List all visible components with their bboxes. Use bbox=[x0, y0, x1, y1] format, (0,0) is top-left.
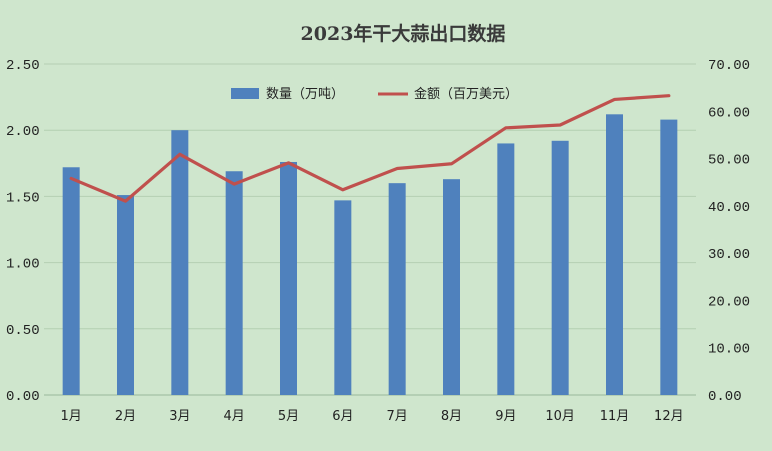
x-axis-tick-label: 2月 bbox=[115, 409, 136, 424]
right-axis-tick-label: 70.00 bbox=[708, 58, 750, 74]
x-axis-tick-label: 10月 bbox=[545, 409, 575, 424]
x-axis-tick-label: 3月 bbox=[169, 409, 190, 424]
legend-label-amount: 金额（百万美元） bbox=[414, 86, 518, 102]
right-axis-tick-label: 40.00 bbox=[708, 200, 750, 216]
bar bbox=[62, 167, 80, 395]
bar bbox=[497, 143, 515, 395]
x-axis-tick-label: 8月 bbox=[441, 409, 462, 424]
right-axis-tick-label: 0.00 bbox=[708, 389, 742, 405]
bar bbox=[660, 119, 678, 395]
bar bbox=[388, 183, 406, 395]
bar-series bbox=[62, 114, 678, 395]
left-axis-tick-label: 1.00 bbox=[6, 257, 40, 273]
left-axis-ticks: 0.00 0.50 1.00 1.50 2.00 2.50 bbox=[6, 58, 40, 405]
bar bbox=[606, 114, 623, 395]
left-axis-tick-label: 2.00 bbox=[6, 124, 40, 140]
line-series bbox=[69, 94, 671, 203]
right-axis-ticks: 0.00 10.00 20.00 30.00 40.00 50.00 60.00 70.00 bbox=[708, 58, 750, 405]
x-axis-tick-label: 9月 bbox=[495, 409, 516, 424]
x-axis-tick-label: 4月 bbox=[224, 409, 245, 424]
x-axis-tick-label: 6月 bbox=[332, 409, 353, 424]
right-axis-tick-label: 60.00 bbox=[708, 105, 750, 121]
legend-label-quantity: 数量（万吨） bbox=[266, 87, 344, 102]
left-axis-tick-label: 1.50 bbox=[6, 190, 40, 206]
left-axis-tick-label: 0.00 bbox=[6, 389, 40, 405]
right-axis-tick-label: 10.00 bbox=[708, 342, 750, 358]
legend: 数量（万吨） 金额（百万美元） bbox=[231, 86, 518, 102]
right-axis-tick-label: 20.00 bbox=[708, 294, 750, 310]
x-axis-ticks: 1月 2月 3月 4月 5月 6月 7月 8月 9月 10月 11月 12月 bbox=[61, 409, 684, 424]
right-axis-tick-label: 30.00 bbox=[708, 247, 750, 263]
x-axis-tick-label: 11月 bbox=[600, 409, 630, 424]
grid-lines bbox=[44, 63, 696, 396]
left-axis-tick-label: 0.50 bbox=[6, 323, 40, 339]
x-axis-tick-label: 7月 bbox=[387, 409, 408, 424]
x-axis-tick-label: 5月 bbox=[278, 409, 299, 424]
bar bbox=[443, 179, 460, 395]
chart-title: 2023年干大蒜出口数据 bbox=[301, 22, 506, 45]
line-path bbox=[69, 94, 671, 203]
left-axis-tick-label: 2.50 bbox=[6, 58, 40, 74]
right-axis-tick-label: 50.00 bbox=[708, 153, 750, 169]
bar bbox=[225, 171, 243, 395]
bar bbox=[280, 161, 297, 395]
bar bbox=[171, 130, 189, 395]
bar bbox=[117, 195, 134, 395]
x-axis-tick-label: 1月 bbox=[61, 409, 82, 424]
x-axis-tick-label: 12月 bbox=[654, 409, 684, 424]
bar bbox=[334, 200, 352, 395]
legend-swatch-quantity bbox=[231, 88, 259, 99]
bar bbox=[551, 140, 569, 395]
